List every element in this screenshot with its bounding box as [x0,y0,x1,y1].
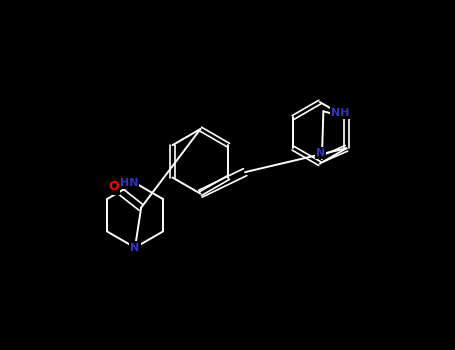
Text: N: N [131,243,140,253]
Text: NH: NH [331,108,349,118]
Text: N: N [316,148,325,158]
Text: HN: HN [120,178,138,188]
Text: O: O [108,180,119,193]
